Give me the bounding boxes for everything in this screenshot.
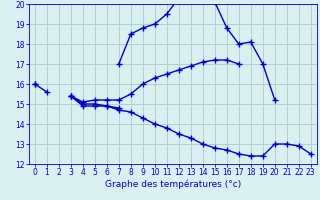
X-axis label: Graphe des températures (°c): Graphe des températures (°c) [105,180,241,189]
